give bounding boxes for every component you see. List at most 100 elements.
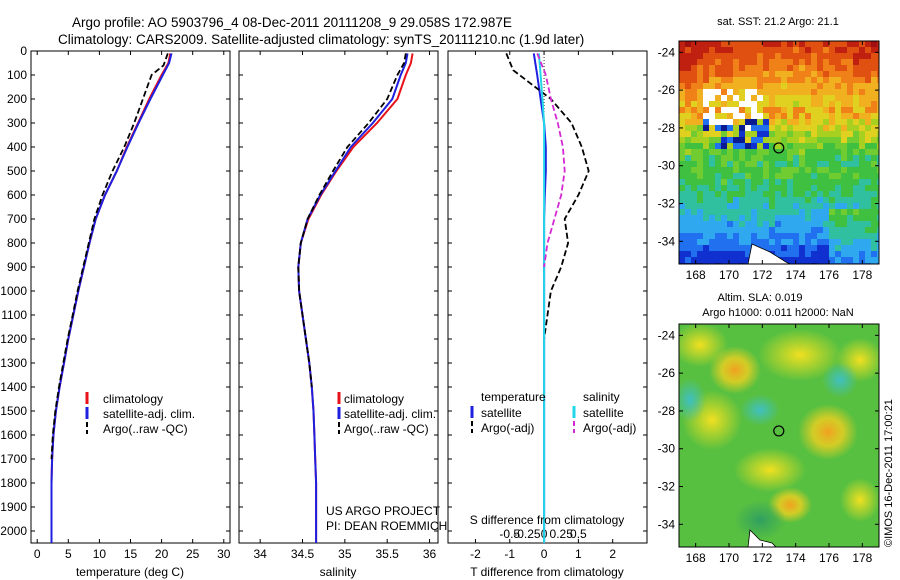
- sst-grid-cell: [691, 47, 697, 53]
- sst-grid-cell: [853, 155, 859, 161]
- sst-grid-cell: [823, 107, 829, 113]
- sst-grid-cell: [835, 89, 841, 95]
- sst-grid-cell: [715, 83, 721, 89]
- sst-grid-cell: [877, 113, 879, 119]
- sst-grid-cell: [799, 83, 805, 89]
- sst-grid-cell: [805, 155, 811, 161]
- sst-grid-cell: [727, 197, 733, 203]
- sst-grid-cell: [823, 95, 829, 101]
- map-x-tick-label: 172: [752, 268, 772, 282]
- sst-grid-cell: [769, 53, 775, 59]
- depth-tick-label: 2000: [0, 524, 27, 538]
- sst-grid-cell: [703, 125, 709, 131]
- sst-grid-cell: [817, 47, 823, 53]
- sst-grid-cell: [811, 179, 817, 185]
- sst-grid-cell: [871, 191, 877, 197]
- sst-grid-cell: [727, 131, 733, 137]
- sst-grid-cell: [715, 239, 721, 245]
- sst-grid-cell: [697, 251, 703, 257]
- sst-grid-cell: [769, 245, 775, 251]
- sst-grid-cell: [835, 155, 841, 161]
- sst-grid-cell: [811, 233, 817, 239]
- sst-grid-cell: [817, 53, 823, 59]
- sst-grid-cell: [781, 101, 787, 107]
- sst-grid-cell: [781, 215, 787, 221]
- sst-grid-cell: [847, 239, 853, 245]
- sst-grid-cell: [841, 167, 847, 173]
- sst-grid-cell: [697, 77, 703, 83]
- sst-grid-cell: [769, 47, 775, 53]
- sst-grid-cell: [733, 143, 739, 149]
- sst-grid-cell: [811, 155, 817, 161]
- sst-grid-cell: [865, 59, 871, 65]
- sst-grid-cell: [727, 47, 733, 53]
- map-x-tick-label: 170: [719, 551, 739, 565]
- sst-grid-cell: [877, 203, 879, 209]
- sst-grid-cell: [775, 245, 781, 251]
- sst-grid-cell: [805, 71, 811, 77]
- sst-grid-cell: [769, 95, 775, 101]
- depth-tick-label: 1600: [0, 428, 27, 442]
- sst-grid-cell: [871, 227, 877, 233]
- sst-grid-cell: [685, 233, 691, 239]
- salinity-panel-frame: [238, 50, 439, 544]
- sst-grid-cell: [757, 203, 763, 209]
- sst-grid-cell: [787, 179, 793, 185]
- sst-grid-cell: [775, 227, 781, 233]
- sst-grid-cell: [727, 143, 733, 149]
- sst-grid-cell: [691, 179, 697, 185]
- sst-grid-cell: [871, 155, 877, 161]
- sst-grid-cell: [865, 41, 871, 47]
- map-y-tick-label: -26: [658, 366, 676, 380]
- sst-grid-cell: [769, 107, 775, 113]
- sst-grid-cell: [775, 53, 781, 59]
- sst-grid-cell: [799, 197, 805, 203]
- sst-grid-cell: [793, 239, 799, 245]
- sst-grid-cell: [829, 173, 835, 179]
- sst-grid-cell: [781, 71, 787, 77]
- sst-grid-cell: [715, 119, 721, 125]
- sst-grid-cell: [853, 53, 859, 59]
- sst-grid-cell: [865, 53, 871, 59]
- sst-grid-cell: [727, 227, 733, 233]
- sst-grid-cell: [745, 233, 751, 239]
- figure-title-line-2: Climatology: CARS2009. Satellite-adjuste…: [58, 32, 584, 47]
- sst-grid-cell: [775, 173, 781, 179]
- sst-grid-cell: [691, 77, 697, 83]
- sst-map-frame: [678, 40, 880, 265]
- sla-map-title-line-1: Altim. SLA: 0.019: [718, 292, 803, 304]
- x-tick-label: 34.5: [291, 547, 315, 561]
- sst-grid-cell: [733, 119, 739, 125]
- sst-grid-cell: [691, 71, 697, 77]
- sst-grid-cell: [745, 227, 751, 233]
- sst-grid-cell: [709, 65, 715, 71]
- sst-grid-cell: [757, 227, 763, 233]
- sst-grid-cell: [871, 53, 877, 59]
- sst-grid-cell: [751, 71, 757, 77]
- sst-grid-cell: [703, 65, 709, 71]
- sst-grid-cell: [709, 137, 715, 143]
- sst-grid-cell: [721, 257, 727, 263]
- sst-grid-cell: [799, 173, 805, 179]
- sst-grid-cell: [829, 71, 835, 77]
- sst-grid-cell: [871, 215, 877, 221]
- sst-grid-cell: [763, 101, 769, 107]
- sst-grid-cell: [793, 95, 799, 101]
- sst-grid-cell: [691, 185, 697, 191]
- sst-grid-cell: [853, 59, 859, 65]
- sst-grid-cell: [811, 245, 817, 251]
- sst-grid-cell: [769, 185, 775, 191]
- sst-grid-cell: [679, 251, 685, 257]
- sst-grid-cell: [703, 185, 709, 191]
- sst-grid-cell: [709, 251, 715, 257]
- legend-label-argo: Argo(..raw -QC): [344, 422, 429, 436]
- sst-grid-cell: [823, 113, 829, 119]
- sst-grid-cell: [679, 83, 685, 89]
- sst-grid-cell: [829, 227, 835, 233]
- sst-grid-cell: [859, 119, 865, 125]
- sst-grid-cell: [871, 233, 877, 239]
- sst-grid-cell: [793, 131, 799, 137]
- sst-grid-cell: [715, 143, 721, 149]
- sst-grid-cell: [823, 131, 829, 137]
- sst-grid-cell: [745, 257, 751, 263]
